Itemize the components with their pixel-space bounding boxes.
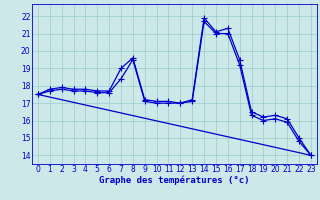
X-axis label: Graphe des températures (°c): Graphe des températures (°c) (99, 176, 250, 185)
